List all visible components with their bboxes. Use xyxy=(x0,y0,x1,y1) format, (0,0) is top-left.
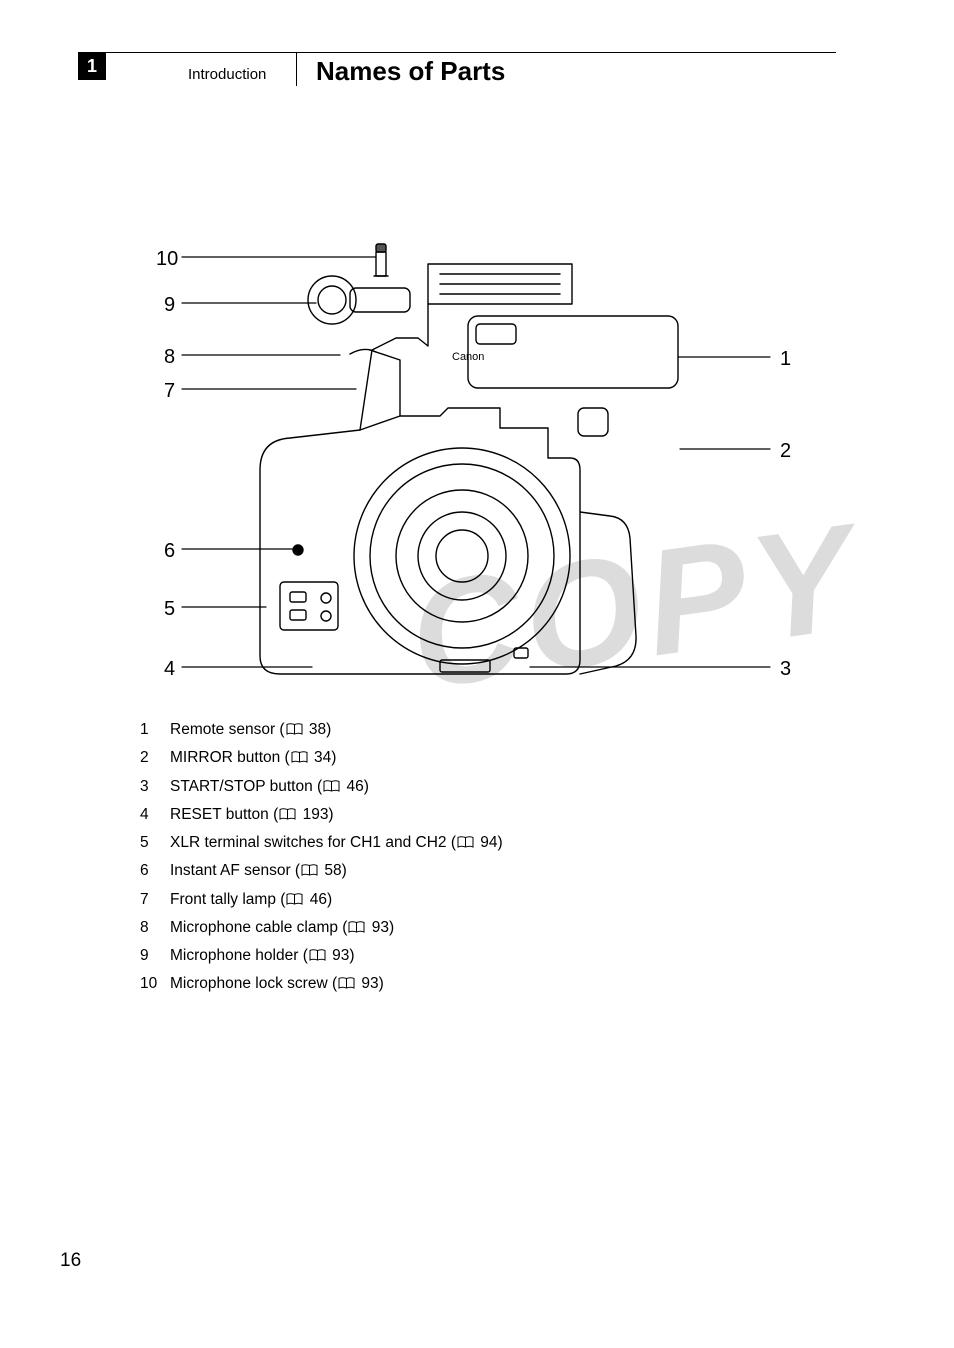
callout-5: 5 xyxy=(164,598,175,621)
page-number: 16 xyxy=(60,1250,81,1272)
callout-6: 6 xyxy=(164,540,175,563)
part-number: 10 xyxy=(140,972,170,995)
part-label: Microphone cable clamp ( 93) xyxy=(170,916,394,939)
camcorder-diagram: Canon xyxy=(140,230,820,700)
parts-list-item: 1Remote sensor ( 38) xyxy=(140,718,760,741)
part-label: Instant AF sensor ( 58) xyxy=(170,859,347,882)
part-number: 2 xyxy=(140,746,170,769)
part-label: RESET button ( 193) xyxy=(170,803,334,826)
book-icon xyxy=(309,949,326,962)
header-rule xyxy=(78,52,836,53)
book-icon xyxy=(291,751,308,764)
parts-list-item: 6Instant AF sensor ( 58) xyxy=(140,859,760,882)
book-icon xyxy=(286,893,303,906)
part-label: XLR terminal switches for CH1 and CH2 ( … xyxy=(170,831,503,854)
part-number: 9 xyxy=(140,944,170,967)
book-icon xyxy=(301,864,318,877)
part-label: Microphone holder ( 93) xyxy=(170,944,355,967)
diagram-area: COPY xyxy=(140,230,820,700)
part-number: 7 xyxy=(140,888,170,911)
part-number: 6 xyxy=(140,859,170,882)
book-icon xyxy=(348,921,365,934)
callout-1: 1 xyxy=(780,348,791,371)
part-label: Microphone lock screw ( 93) xyxy=(170,972,384,995)
part-number: 5 xyxy=(140,831,170,854)
part-number: 1 xyxy=(140,718,170,741)
part-label: MIRROR button ( 34) xyxy=(170,746,336,769)
header-divider xyxy=(296,52,297,86)
parts-list-item: 9Microphone holder ( 93) xyxy=(140,944,760,967)
parts-list: 1Remote sensor ( 38)2MIRROR button ( 34)… xyxy=(140,718,760,1001)
part-label: Remote sensor ( 38) xyxy=(170,718,331,741)
book-icon xyxy=(338,977,355,990)
part-number: 8 xyxy=(140,916,170,939)
parts-list-item: 4RESET button ( 193) xyxy=(140,803,760,826)
callout-10: 10 xyxy=(156,248,178,271)
book-icon xyxy=(323,780,340,793)
svg-text:Canon: Canon xyxy=(452,351,484,363)
page-title: Names of Parts xyxy=(316,56,505,87)
part-label: Front tally lamp ( 46) xyxy=(170,888,332,911)
callout-8: 8 xyxy=(164,346,175,369)
book-icon xyxy=(457,836,474,849)
book-icon xyxy=(279,808,296,821)
part-number: 3 xyxy=(140,775,170,798)
parts-list-item: 8Microphone cable clamp ( 93) xyxy=(140,916,760,939)
section-label: Introduction xyxy=(188,66,266,83)
parts-list-item: 10Microphone lock screw ( 93) xyxy=(140,972,760,995)
part-number: 4 xyxy=(140,803,170,826)
header-row: Introduction Names of Parts xyxy=(0,56,954,96)
book-icon xyxy=(286,723,303,736)
callout-3: 3 xyxy=(780,658,791,681)
callout-7: 7 xyxy=(164,380,175,403)
parts-list-item: 3START/STOP button ( 46) xyxy=(140,775,760,798)
parts-list-item: 7Front tally lamp ( 46) xyxy=(140,888,760,911)
callout-2: 2 xyxy=(780,440,791,463)
parts-list-item: 2MIRROR button ( 34) xyxy=(140,746,760,769)
callout-9: 9 xyxy=(164,294,175,317)
part-label: START/STOP button ( 46) xyxy=(170,775,369,798)
callout-4: 4 xyxy=(164,658,175,681)
parts-list-item: 5XLR terminal switches for CH1 and CH2 (… xyxy=(140,831,760,854)
